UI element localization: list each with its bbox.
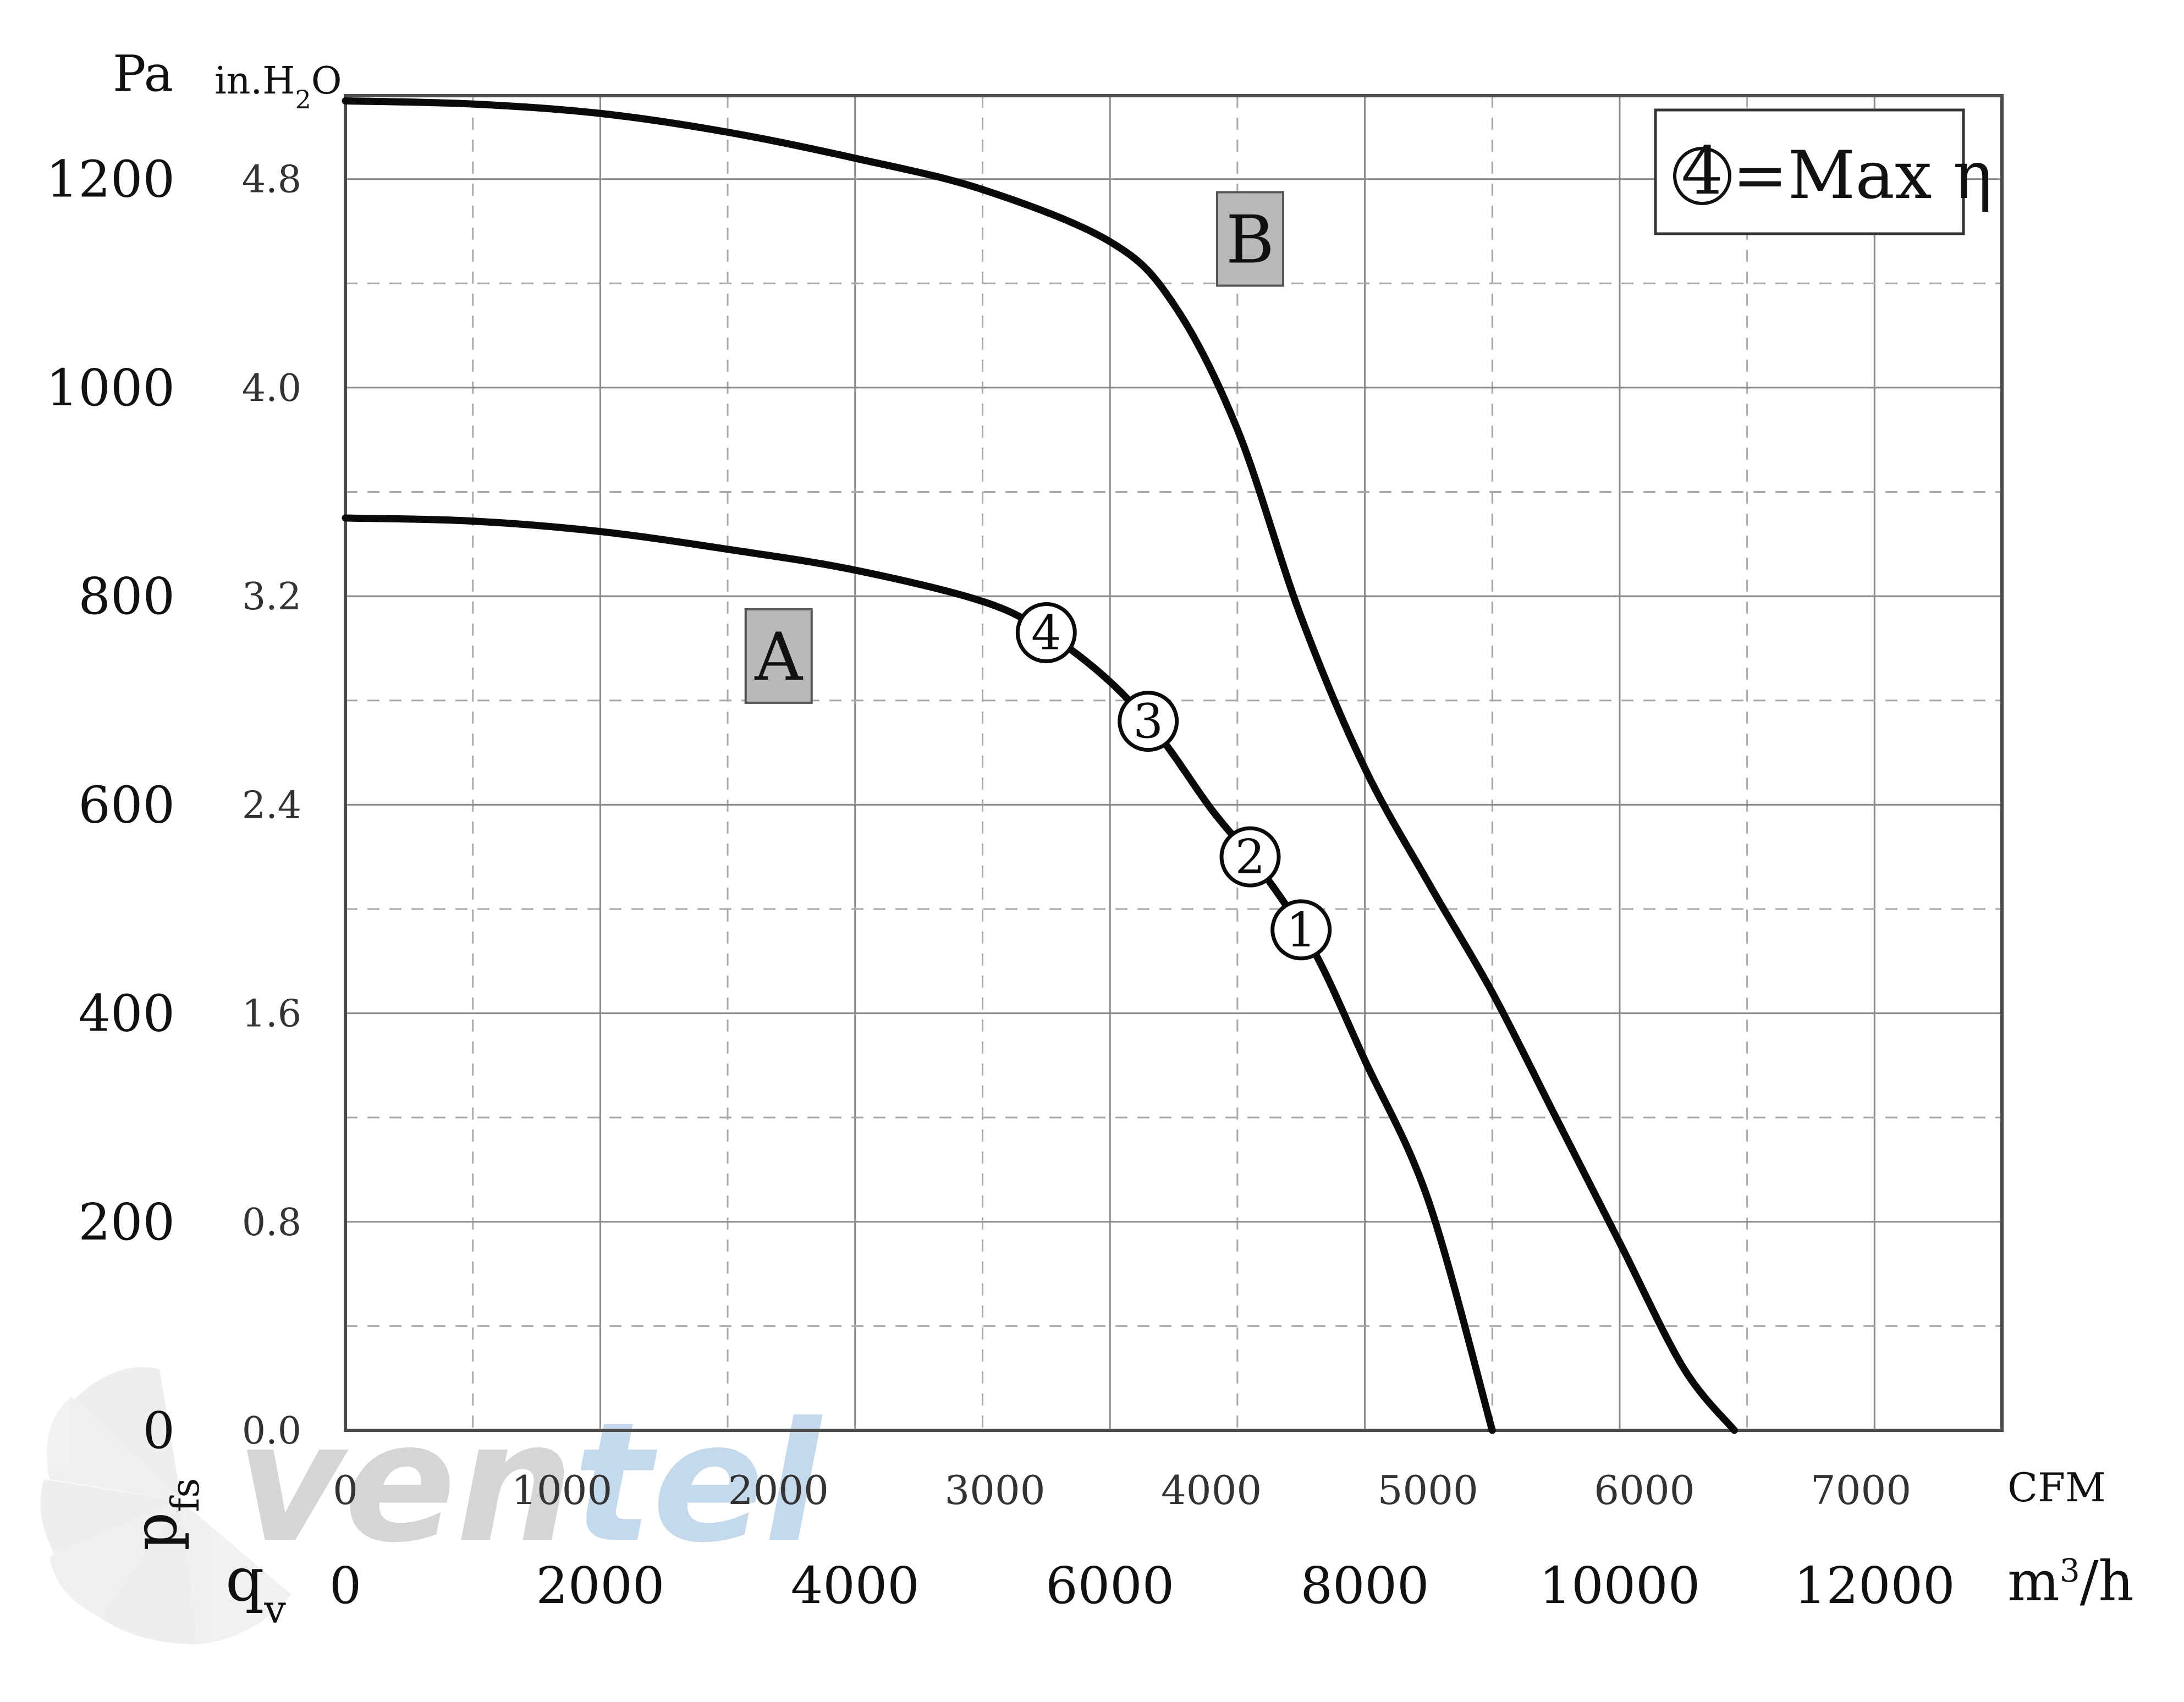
inh2o-tick-label: 0.8 [242, 1201, 301, 1244]
plot-frame [344, 94, 2004, 1432]
svg-text:ventel: ventel [236, 1387, 823, 1579]
watermark-blue-text: tel [574, 1387, 824, 1579]
m3h-tick-label: 12000 [1794, 1556, 1955, 1615]
pa-tick-label: 600 [78, 775, 175, 834]
watermark-gray-text: ven [236, 1387, 574, 1579]
operating-point-4: 4 [1015, 602, 1077, 663]
operating-point-circle [1219, 826, 1281, 888]
pa-tick-label: 400 [78, 984, 175, 1043]
m3h-tick-label: 10000 [1539, 1556, 1701, 1615]
legend-text: =Max η [1732, 137, 1993, 214]
inh2o-unit-label: in.H2O [214, 59, 342, 114]
operating-point-label: 4 [1031, 605, 1061, 660]
legend: 4 =Max η [1654, 108, 1993, 235]
inh2o-tick-label: 4.0 [242, 367, 301, 410]
pa-tick-label: 1000 [46, 359, 175, 417]
m3h-tick-label: 0 [329, 1556, 362, 1615]
pa-tick-label: 1200 [46, 150, 175, 209]
operating-point-circle [1015, 602, 1077, 663]
m3h-unit-label: m3/h [2007, 1549, 2134, 1613]
curve-labels: AB [744, 191, 1285, 704]
qv-axis-symbol: qv [225, 1544, 286, 1632]
curve-label-box [1216, 191, 1285, 287]
operating-point-label: 3 [1133, 695, 1163, 750]
curve-a [342, 514, 1496, 1434]
grid [344, 96, 2002, 1431]
pa-tick-label: 800 [78, 567, 175, 626]
inh2o-tick-label: 3.2 [242, 575, 301, 619]
operating-point-label: 1 [1286, 903, 1316, 958]
pa-unit-label: Pa [113, 45, 173, 103]
curve-label-text: B [1226, 202, 1274, 278]
cfm-tick-label: 3000 [944, 1467, 1045, 1513]
pa-tick-label: 200 [78, 1193, 175, 1252]
inh2o-tick-label: 2.4 [242, 784, 301, 827]
fan-logo-icon [40, 1367, 291, 1644]
curve-label-b: B [1216, 191, 1285, 287]
operating-point-1: 1 [1270, 899, 1332, 961]
operating-point-2: 2 [1219, 826, 1281, 888]
pfs-axis-symbol: pfs [120, 1478, 208, 1551]
cfm-tick-label: 1000 [511, 1467, 612, 1513]
cfm-tick-label: 7000 [1811, 1467, 1911, 1513]
m3h-tick-label: 6000 [1046, 1556, 1174, 1615]
curve-label-box [744, 608, 813, 704]
curve-label-a: A [744, 608, 813, 704]
axis-ticks: 0200400600800100012000.00.81.62.43.24.04… [46, 150, 1955, 1615]
pa-tick-label: 0 [142, 1401, 175, 1460]
inh2o-tick-label: 4.8 [242, 158, 301, 202]
m3h-tick-label: 4000 [791, 1556, 920, 1615]
cfm-tick-label: 6000 [1594, 1467, 1695, 1513]
m3h-tick-label: 8000 [1300, 1556, 1429, 1615]
curves [342, 97, 1738, 1434]
inh2o-tick-label: 1.6 [242, 993, 301, 1036]
legend-circle-icon [1673, 147, 1731, 205]
venttel-watermark: ventel [40, 1367, 823, 1644]
cfm-tick-label: 4000 [1161, 1467, 1262, 1513]
curve-b [342, 97, 1738, 1434]
cfm-unit-label: CFM [2007, 1464, 2106, 1511]
cfm-tick-label: 2000 [728, 1467, 829, 1513]
m3h-tick-label: 2000 [536, 1556, 664, 1615]
cfm-tick-label: 5000 [1378, 1467, 1478, 1513]
operating-point-label: 2 [1235, 830, 1266, 885]
inh2o-tick-label: 0.0 [242, 1409, 301, 1453]
operating-points: 4 3 21 [1015, 602, 1332, 961]
operating-point-circle [1270, 899, 1332, 961]
cfm-tick-label: 0 [333, 1467, 358, 1513]
legend-symbol: 4 [1681, 133, 1723, 210]
operating-point-circle [1118, 691, 1179, 752]
operating-point-3: 3 [1118, 691, 1179, 752]
legend-box [1654, 108, 1965, 235]
curve-label-text: A [754, 619, 803, 696]
